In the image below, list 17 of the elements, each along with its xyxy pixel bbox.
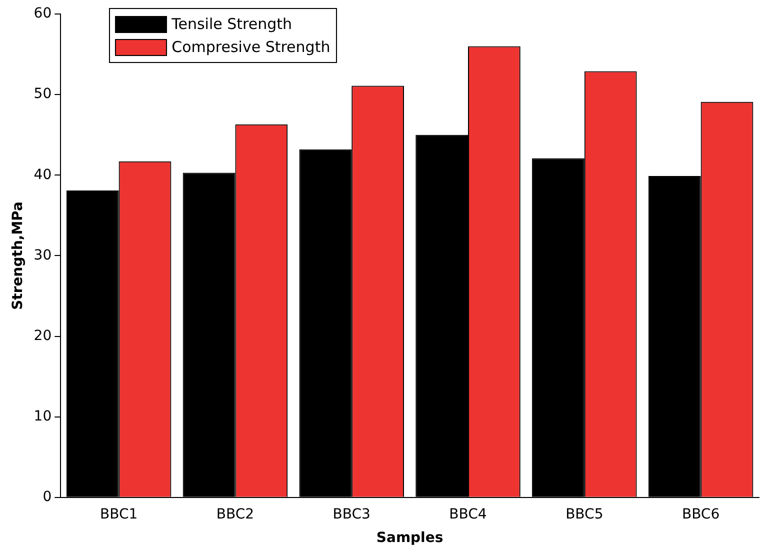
y-tick-label: 20 bbox=[34, 328, 52, 344]
legend-label: Tensile Strength bbox=[172, 15, 292, 33]
x-tick-label: BBC4 bbox=[449, 506, 487, 522]
y-tick-label: 30 bbox=[34, 247, 52, 264]
y-axis-title: Strength,MPa bbox=[10, 201, 26, 310]
y-tick-label: 10 bbox=[34, 408, 52, 424]
y-tick-label: 0 bbox=[42, 489, 52, 506]
x-tick-label: BBC6 bbox=[682, 506, 720, 522]
y-tick-label: 40 bbox=[34, 166, 52, 183]
y-tick-label: 50 bbox=[34, 86, 52, 102]
x-tick-label: BBC2 bbox=[216, 506, 254, 522]
x-tick-label: BBC1 bbox=[100, 506, 138, 522]
x-axis-title: Samples bbox=[376, 530, 444, 546]
x-tick-label: BBC3 bbox=[332, 506, 370, 522]
legend-label: Compresive Strength bbox=[172, 38, 330, 56]
x-tick-label: BBC5 bbox=[566, 506, 604, 522]
y-tick-label: 60 bbox=[34, 6, 52, 22]
